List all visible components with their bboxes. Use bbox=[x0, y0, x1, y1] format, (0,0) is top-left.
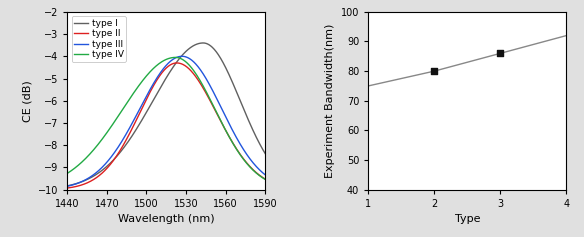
type III bbox=[210, 92, 217, 95]
type I bbox=[161, 80, 168, 82]
type IV bbox=[88, 151, 95, 154]
type II bbox=[71, 186, 78, 188]
type I bbox=[269, 162, 276, 165]
type II bbox=[161, 68, 168, 71]
type IV bbox=[71, 167, 78, 170]
type III bbox=[133, 113, 140, 116]
Legend: type I, type II, type III, type IV: type I, type II, type III, type IV bbox=[72, 16, 126, 62]
type III bbox=[179, 55, 186, 58]
type IV bbox=[177, 57, 184, 60]
Line: type II: type II bbox=[67, 63, 272, 188]
type II bbox=[269, 181, 276, 184]
type III bbox=[161, 66, 168, 69]
Line: type III: type III bbox=[67, 56, 272, 186]
Y-axis label: CE (dB): CE (dB) bbox=[22, 80, 32, 122]
X-axis label: Wavelength (nm): Wavelength (nm) bbox=[118, 214, 214, 224]
type IV bbox=[133, 87, 140, 90]
type III bbox=[88, 175, 95, 178]
type IV bbox=[210, 106, 217, 109]
type IV bbox=[64, 172, 71, 175]
type IV bbox=[269, 181, 276, 184]
type III bbox=[176, 55, 183, 58]
type III bbox=[71, 183, 78, 186]
type III bbox=[64, 185, 71, 188]
type I bbox=[64, 184, 71, 187]
Line: type IV: type IV bbox=[67, 57, 272, 183]
X-axis label: Type: Type bbox=[455, 214, 480, 224]
Y-axis label: Experiment Bandwidth(nm): Experiment Bandwidth(nm) bbox=[325, 23, 335, 178]
type III bbox=[269, 178, 276, 181]
type II bbox=[173, 62, 180, 64]
type I bbox=[210, 48, 217, 50]
type I bbox=[200, 41, 207, 44]
type II bbox=[64, 187, 71, 189]
type I bbox=[176, 57, 183, 59]
type II bbox=[88, 179, 95, 182]
Point bbox=[430, 69, 439, 73]
type I bbox=[88, 176, 95, 179]
type II bbox=[210, 106, 217, 109]
type I bbox=[71, 183, 78, 186]
type I bbox=[133, 127, 140, 130]
type IV bbox=[172, 56, 179, 59]
Point bbox=[496, 51, 505, 55]
Line: type I: type I bbox=[67, 43, 272, 186]
type II bbox=[133, 117, 140, 120]
type IV bbox=[161, 59, 168, 62]
type II bbox=[177, 62, 184, 65]
